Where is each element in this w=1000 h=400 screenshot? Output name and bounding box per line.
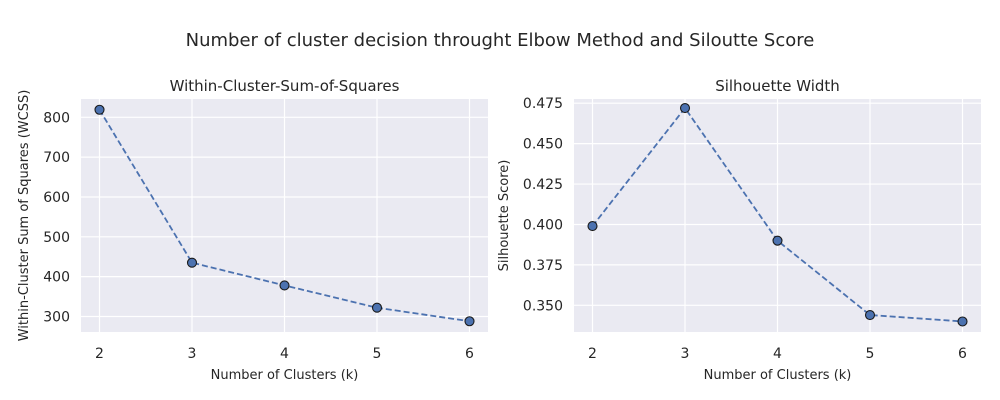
silhouette-marks [587,103,968,327]
wcss-y-tick-label: 300 [43,309,70,325]
silhouette-title: Silhouette Width [715,77,840,95]
silhouette-data-point [587,221,598,232]
silhouette-x-tick-label: 4 [773,346,782,362]
wcss-data-point [279,280,290,291]
wcss-marks [94,104,475,327]
wcss-x-axis-label: Number of Clusters (k) [211,368,359,383]
silhouette-y-tick-label: 0.400 [523,217,563,233]
silhouette-data-point [772,235,783,246]
silhouette-x-tick-label: 2 [588,346,597,362]
silhouette-y-tick-label: 0.350 [523,298,563,314]
wcss-y-axis-label: Within-Cluster Sum of Squares (WCSS) [17,90,32,342]
silhouette-y-tick-label: 0.475 [523,96,563,112]
wcss-x-tick-label: 6 [465,346,474,362]
silhouette-x-tick-label: 5 [866,346,875,362]
wcss-x-tick-label: 4 [280,346,289,362]
wcss-y-tick-label: 800 [43,110,70,126]
wcss-y-tick-label: 700 [43,150,70,166]
wcss-x-tick-label: 3 [188,346,197,362]
wcss-data-point [186,257,198,268]
wcss-data-point [94,104,105,115]
silhouette-x-tick-label: 3 [681,346,690,362]
silhouette-x-axis-label: Number of Clusters (k) [704,368,852,383]
silhouette-y-tick-label: 0.450 [523,137,563,153]
wcss-panel: 2 3 4 5 6 300 400 500 600 700 800 Within-Cluster-S… [17,77,488,383]
silhouette-y-axis-label: Silhouette Score) [497,160,512,272]
wcss-y-tick-label: 500 [43,230,70,246]
wcss-y-tick-label: 400 [43,270,70,286]
silhouette-y-tick-label: 0.425 [523,177,563,193]
wcss-data-point [371,302,383,313]
silhouette-x-tick-label: 6 [958,346,967,362]
wcss-data-point [464,316,475,327]
silhouette-data-point [864,309,876,321]
silhouette-data-point [679,103,691,114]
wcss-title: Within-Cluster-Sum-of-Squares [170,77,400,95]
wcss-x-tick-label: 2 [95,346,104,362]
wcss-y-tick-label: 600 [43,190,70,206]
silhouette-panel: 2 3 4 5 6 0.350 0.375 0.400 0.425 0.450 0.475 Silh… [497,77,981,383]
wcss-grid [81,99,488,332]
silhouette-grid [574,99,981,332]
figure-title: Number of cluster decision throught Elbo… [186,30,815,51]
silhouette-ticks: 2 3 4 5 6 0.350 0.375 0.400 0.425 0.450 0.475 [523,96,967,362]
silhouette-y-tick-label: 0.375 [523,258,563,274]
wcss-ticks: 2 3 4 5 6 300 400 500 600 700 800 [43,110,474,362]
wcss-x-tick-label: 5 [373,346,382,362]
silhouette-data-point [957,316,968,327]
